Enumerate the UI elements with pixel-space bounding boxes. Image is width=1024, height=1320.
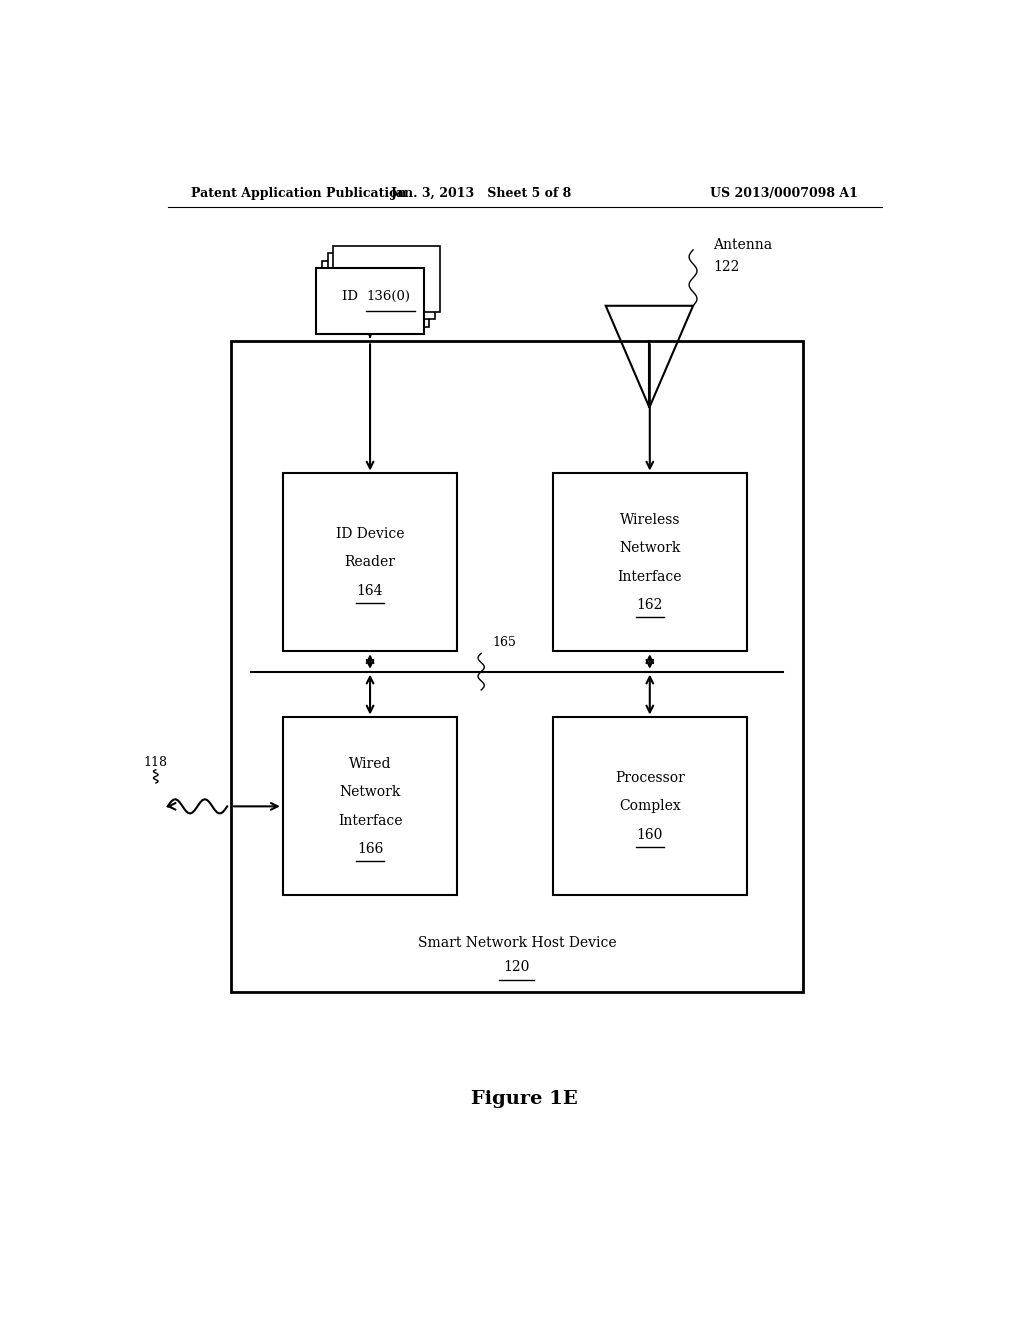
Bar bbox=[553, 718, 748, 895]
Bar bbox=[231, 342, 803, 991]
Text: 136(0): 136(0) bbox=[367, 290, 410, 304]
Text: Jan. 3, 2013   Sheet 5 of 8: Jan. 3, 2013 Sheet 5 of 8 bbox=[390, 187, 571, 201]
Text: Antenna: Antenna bbox=[713, 238, 772, 252]
Text: Wired: Wired bbox=[349, 756, 391, 771]
Bar bbox=[283, 718, 458, 895]
Text: Complex: Complex bbox=[618, 800, 681, 813]
Text: Patent Application Publication: Patent Application Publication bbox=[191, 187, 407, 201]
Bar bbox=[328, 253, 435, 319]
Bar bbox=[333, 247, 440, 313]
Bar bbox=[283, 474, 458, 651]
Text: Interface: Interface bbox=[617, 570, 682, 583]
Text: 120: 120 bbox=[504, 961, 530, 974]
Text: US 2013/0007098 A1: US 2013/0007098 A1 bbox=[711, 187, 858, 201]
Text: 164: 164 bbox=[356, 583, 383, 598]
Text: 165: 165 bbox=[493, 636, 516, 649]
Text: Network: Network bbox=[620, 541, 681, 556]
Text: Processor: Processor bbox=[614, 771, 685, 785]
Text: ID Device: ID Device bbox=[336, 527, 404, 541]
Text: Network: Network bbox=[339, 785, 400, 799]
Bar bbox=[322, 260, 429, 326]
Text: Wireless: Wireless bbox=[620, 512, 680, 527]
Text: Interface: Interface bbox=[338, 813, 402, 828]
Text: 166: 166 bbox=[356, 842, 383, 857]
Text: 162: 162 bbox=[637, 598, 663, 612]
Text: 122: 122 bbox=[713, 260, 739, 275]
Text: Smart Network Host Device: Smart Network Host Device bbox=[418, 936, 616, 950]
Text: 118: 118 bbox=[143, 756, 168, 770]
Text: Reader: Reader bbox=[344, 556, 395, 569]
Bar bbox=[553, 474, 748, 651]
Bar bbox=[316, 268, 424, 334]
Text: Figure 1E: Figure 1E bbox=[471, 1089, 579, 1107]
Text: 160: 160 bbox=[637, 828, 663, 842]
Text: ID: ID bbox=[342, 290, 362, 304]
